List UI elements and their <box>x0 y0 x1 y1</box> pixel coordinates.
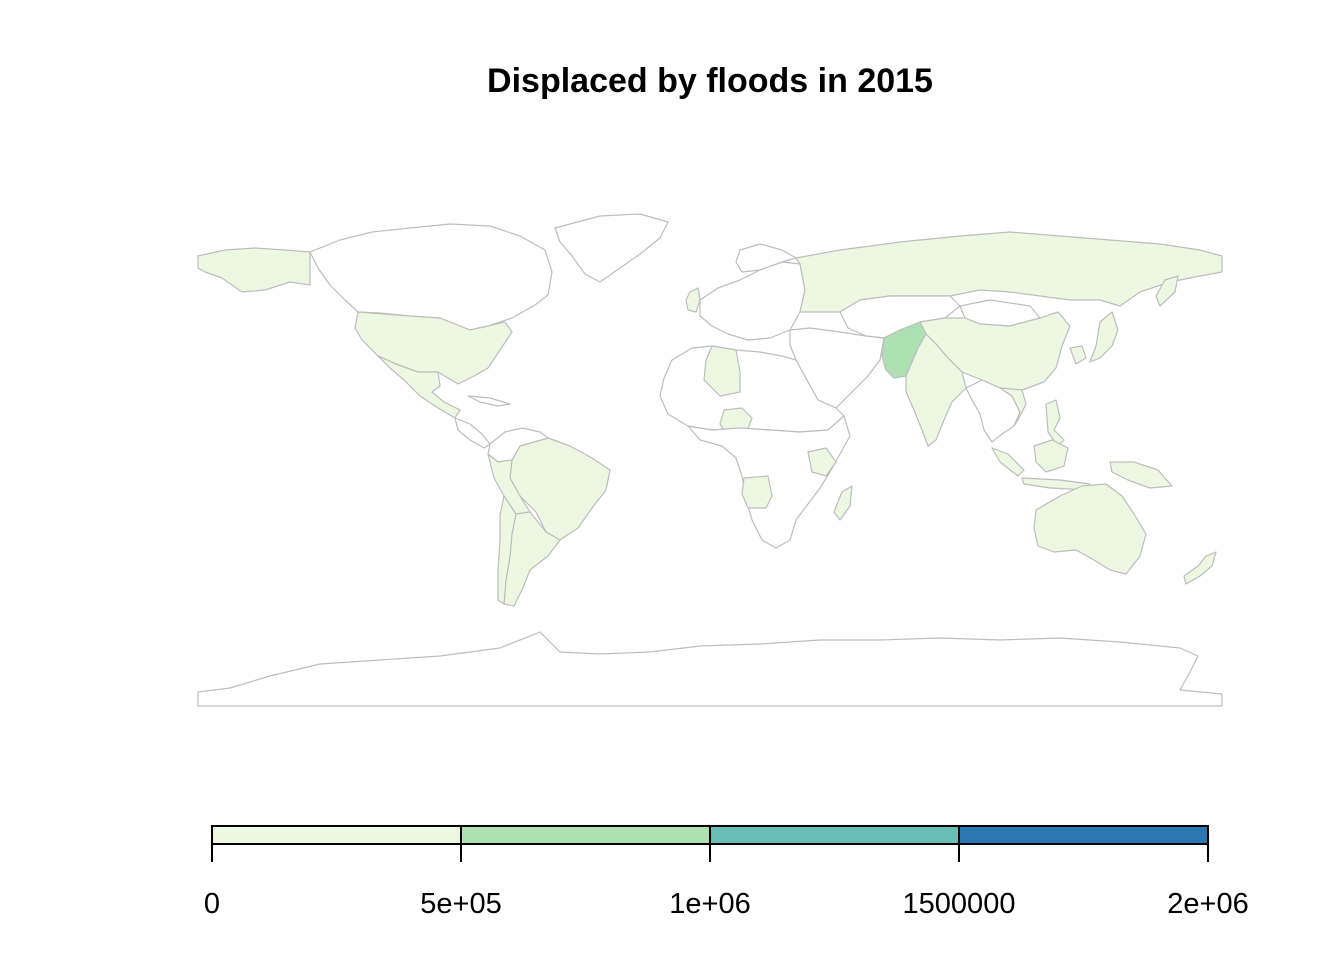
region-cuba <box>467 395 511 407</box>
region-chile <box>497 495 517 605</box>
region-madagascar <box>833 485 853 521</box>
region-united-states <box>354 311 513 385</box>
legend-tick-label-2: 1e+06 <box>669 888 750 920</box>
world-map <box>197 213 1223 707</box>
region-kenya <box>807 447 837 477</box>
region-alaska <box>197 247 311 293</box>
legend-tick-label-1: 5e+05 <box>420 888 501 920</box>
region-algeria <box>703 345 741 397</box>
region-philippines <box>1045 399 1065 447</box>
legend-ticks: 0 5e+05 1e+06 1500000 2e+06 <box>204 826 1249 920</box>
legend-tick-label-0: 0 <box>204 888 220 920</box>
chart-title: Displaced by floods in 2015 <box>487 62 933 100</box>
region-kamchatka <box>1155 275 1179 307</box>
region-europe <box>699 261 806 341</box>
region-japan <box>1089 311 1119 363</box>
region-canada <box>309 223 553 331</box>
region-new-zealand <box>1183 551 1217 585</box>
region-greenland <box>554 213 669 283</box>
legend-bin-2 <box>710 826 959 844</box>
legend-bins <box>212 826 1208 844</box>
region-vietnam <box>999 387 1027 427</box>
legend-tick-label-4: 2e+06 <box>1167 888 1248 920</box>
color-legend: 0 5e+05 1e+06 1500000 2e+06 <box>204 825 1249 920</box>
region-mexico <box>377 355 461 419</box>
region-peru-bolivia <box>487 453 531 515</box>
region-korea <box>1069 345 1087 365</box>
region-united-kingdom <box>685 287 701 313</box>
region-angola <box>741 475 773 509</box>
region-new-guinea <box>1109 461 1173 489</box>
region-russia <box>795 231 1223 313</box>
region-australia <box>1033 483 1147 575</box>
region-southeast-asia <box>965 379 1021 443</box>
region-india <box>905 333 967 447</box>
region-central-america <box>454 417 491 449</box>
legend-tick-label-3: 1500000 <box>903 888 1016 920</box>
region-borneo <box>1033 439 1069 473</box>
region-scandinavia <box>735 243 797 273</box>
legend-bin-3 <box>959 826 1208 844</box>
legend-bin-1 <box>461 826 710 844</box>
region-antarctica <box>197 631 1223 707</box>
legend-bin-0 <box>212 826 461 844</box>
region-indonesia-sumatra <box>991 447 1025 477</box>
